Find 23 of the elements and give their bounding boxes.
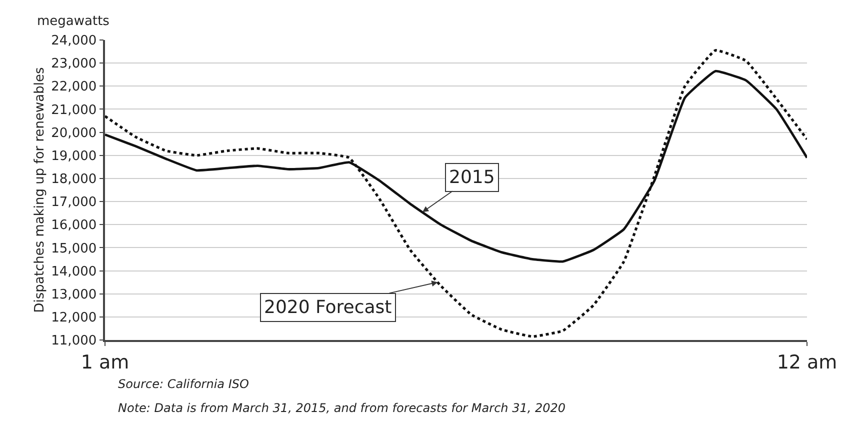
text: 2020 Forecast <box>264 297 392 318</box>
y-tick-label: 22,000 <box>51 80 97 95</box>
y-tick-label: 16,000 <box>51 218 97 234</box>
y-tick-label: 17,000 <box>51 195 97 210</box>
x-tick-label: 1 am <box>80 352 130 374</box>
series-label: 2015 <box>449 167 495 188</box>
text: Note: Data is from March 31, 2015, and from forecasts for March 31, 2020 <box>118 401 566 415</box>
line-series <box>105 49 807 338</box>
y-tick-label: 11,000 <box>51 334 97 349</box>
y-tick-label: 12,000 <box>51 310 97 326</box>
y-tick-label: 23,000 <box>51 56 97 72</box>
y-tick-label: 24,000 <box>51 34 97 49</box>
x-tick-label: 12 am <box>776 352 838 374</box>
y-tick-label: 20,000 <box>51 126 97 141</box>
y-tick-label: 15,000 <box>51 241 97 256</box>
y-axis-title: Dispatches making up for renewables <box>32 67 48 313</box>
source-note: Source: California ISO <box>118 377 249 391</box>
y-tick-label: 21,000 <box>51 102 97 118</box>
text: megawatts <box>37 14 110 29</box>
y-tick-label: 13,000 <box>51 287 97 302</box>
y-tick-label: 14,000 <box>51 264 97 280</box>
y-tick-label: 18,000 <box>51 172 97 188</box>
y-tick-label: 19,000 <box>51 148 97 164</box>
